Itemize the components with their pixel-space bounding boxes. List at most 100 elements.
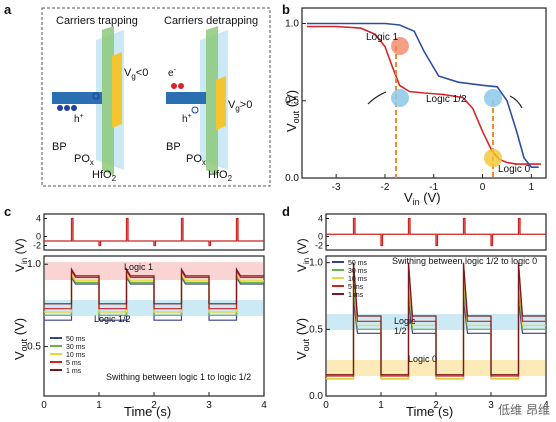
plot-frame-b [301,7,547,179]
electron-2 [178,83,184,89]
xtick-label: 1 [96,400,102,411]
vg-left-label: Vg<0 [124,67,148,81]
xtick-label: 2 [433,400,439,411]
vin-ylabel-c: Vin (V) [13,238,29,272]
ytick-label: 0.5 [27,342,41,353]
xlabel-b: Vin (V) [404,190,441,207]
bp-channel-right [166,92,206,104]
legend-label: 30 ms [348,268,368,275]
gate-left [112,52,122,128]
vg-right-label: Vg>0 [228,99,252,113]
logic0-label-d: Logic 0 [408,354,437,364]
legend-label: 10 ms [348,276,368,283]
panel-label-b: b [282,2,290,17]
panel-label-a: a [4,2,12,17]
trap-left [92,92,100,100]
logic12-marker-left [391,89,409,107]
logic12-label-d: Logic [394,316,416,326]
watermark: 低维 昂维 [498,403,550,417]
logic12-label-c: Logic 1/2 [94,314,131,324]
xtick-label: 1 [378,400,384,411]
hplus-left: h+ [74,113,84,125]
xtick-label-b: -1 [429,182,438,193]
vin-tick-label: -2 [315,241,323,251]
hole-left-3 [71,105,77,111]
xtick-label: 4 [261,400,267,411]
bp-label-right: BP [166,141,181,153]
ytick-label: 0.0 [309,391,323,402]
logic1-label-c: Logic 1 [124,262,153,272]
bp-label-left: BP [52,141,67,153]
ytick-label-b: 1.0 [285,18,299,29]
electron-1 [171,83,177,89]
logic1-label-b: Logic 1 [366,32,399,43]
xtick-label: 0 [41,400,47,411]
ytick-label: 1.0 [309,258,323,269]
vin-tick-label: 0 [318,232,323,242]
hole-left-1 [57,105,63,111]
hfo2-layer-right [206,26,218,176]
xtick-label: 2 [151,400,157,411]
trap-right [191,106,199,114]
legend-label: 5 ms [348,284,364,291]
xtick-label: 3 [488,400,494,411]
vin-tick-label: -2 [33,241,41,251]
caption-c: Swithing between logic 1 to logic 1/2 [106,372,251,382]
vin-trace [44,217,264,247]
vin-ylabel-d: Vin (V) [295,238,311,272]
transfer-curve-red [306,25,542,165]
legend-label: 30 ms [66,344,86,351]
legend-label: 10 ms [66,352,86,359]
xtick-label: 0 [323,400,329,411]
legend-label: 1 ms [66,368,82,375]
sweep-arrow-left [367,91,387,105]
panel-label-c: c [4,204,11,219]
xlabel-d: Time (s) [406,404,453,419]
xtick-label-b: 0 [480,182,486,193]
xtick-label: 4 [543,400,549,411]
legend-label: 5 ms [66,360,82,367]
chart-b: -3 -2 -1 0 1 0.0 0.5 1.0 Logic 1 Logic 1/2 Logi… [284,7,547,207]
xtick-label-b: 1 [529,182,535,193]
panel-label-d: d [282,204,290,219]
vin-tick-label: 0 [36,232,41,242]
caption-d: Swithing between logic 1/2 to logic 0 [392,256,537,266]
ylabel-b: Vout (V) [284,90,301,132]
xtick-label: 3 [206,400,212,411]
hfo2-label-right: HfO2 [208,169,233,183]
ylabel-c: Vout (V) [12,318,29,360]
bp-channel-left [52,92,102,104]
xlabel-c: Time (s) [124,404,171,419]
ytick-label: 1.0 [27,259,41,270]
vin-trace [326,217,546,247]
vin-tick-label: 4 [36,214,41,224]
vin-frame-d [325,213,547,251]
schematic-panel: Carriers trapping Carriers detrapping h+… [41,7,271,187]
ytick-label-b: 0.5 [285,96,299,107]
ytick-label-b: 0.0 [285,173,299,184]
pox-label-right: POx [186,153,206,167]
ytick-label: 0.5 [309,324,323,335]
logic12-label-d2: 1/2 [394,326,407,336]
trapping-title: Carriers trapping [56,15,138,27]
vout-trace-1-ms [326,262,546,376]
vin-tick-label: 4 [318,214,323,224]
hplus-right: h+ [182,113,192,125]
xtick-label-b: -3 [332,182,341,193]
chart-c: 40-2 0 1 2 3 40.51.0 Logic 1 Logic 1/2 Swith… [12,213,267,419]
vin-frame-c [43,213,265,251]
detrapping-title: Carriers detrapping [164,15,258,27]
hfo2-label-left: HfO2 [92,169,117,183]
transfer-curve-blue [306,22,539,168]
schematic-frame [41,7,271,187]
logic1-marker [391,37,409,55]
xtick-label-b: -2 [381,182,390,193]
legend-label: 1 ms [348,292,364,299]
legend-label: 50 ms [66,336,86,343]
hole-left-2 [64,105,70,111]
logic0-label-b: Logic 0 [498,164,531,175]
vout-trace-1-ms [44,267,264,305]
ylabel-d: Vout (V) [294,318,311,360]
hfo2-layer-left [102,26,114,176]
